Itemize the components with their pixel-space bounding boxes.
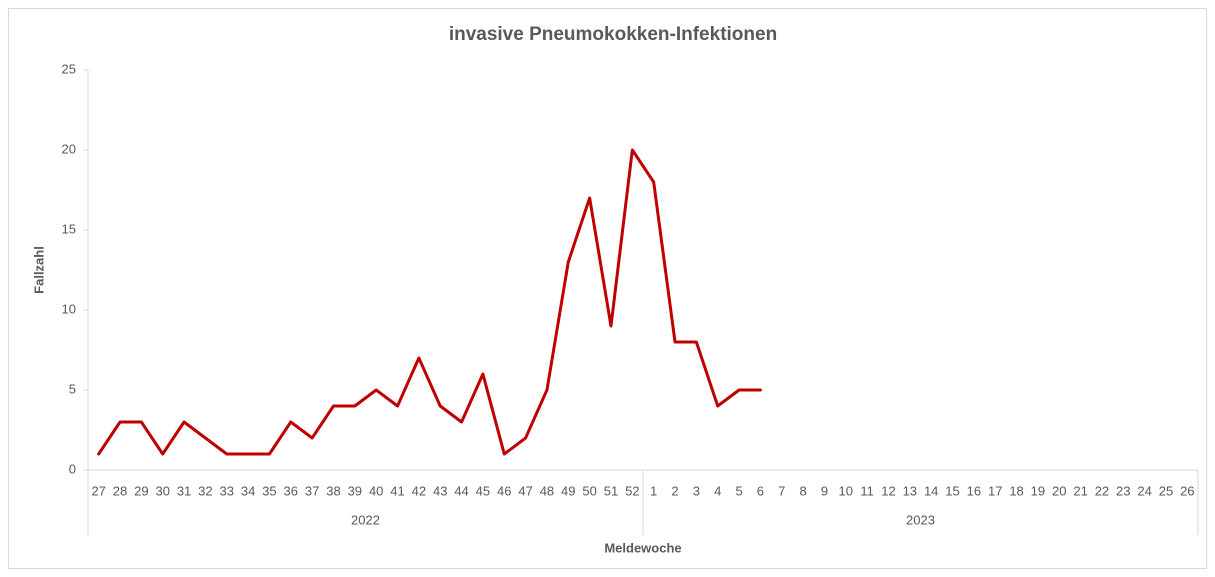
x-tick-label: 31 (177, 483, 191, 498)
x-tick-label: 48 (540, 483, 554, 498)
x-tick-label: 8 (799, 483, 806, 498)
y-axis-title: Fallzahl (31, 246, 46, 294)
y-tick-label: 25 (62, 61, 76, 76)
x-tick-label: 52 (625, 483, 639, 498)
x-tick-label: 19 (1031, 483, 1045, 498)
group-label: 2023 (906, 512, 935, 527)
y-tick-label: 0 (69, 461, 76, 476)
x-tick-label: 20 (1052, 483, 1066, 498)
y-tick-label: 10 (62, 301, 76, 316)
x-tick-label: 23 (1116, 483, 1130, 498)
x-tick-label: 4 (714, 483, 721, 498)
x-tick-label: 10 (839, 483, 853, 498)
x-tick-label: 13 (903, 483, 917, 498)
x-tick-label: 42 (412, 483, 426, 498)
x-tick-label: 1 (650, 483, 657, 498)
x-tick-label: 15 (945, 483, 959, 498)
x-tick-label: 16 (967, 483, 981, 498)
x-tick-label: 34 (241, 483, 255, 498)
x-tick-label: 17 (988, 483, 1002, 498)
x-tick-label: 2 (671, 483, 678, 498)
x-tick-label: 41 (390, 483, 404, 498)
x-tick-label: 14 (924, 483, 938, 498)
x-tick-label: 40 (369, 483, 383, 498)
x-tick-label: 9 (821, 483, 828, 498)
x-tick-label: 29 (134, 483, 148, 498)
group-label: 2022 (351, 512, 380, 527)
x-tick-label: 45 (476, 483, 490, 498)
x-tick-label: 47 (518, 483, 532, 498)
x-tick-label: 25 (1159, 483, 1173, 498)
x-tick-label: 44 (454, 483, 468, 498)
x-tick-label: 12 (881, 483, 895, 498)
data-line (97, 148, 762, 456)
x-tick-label: 50 (582, 483, 596, 498)
x-tick-label: 26 (1180, 483, 1194, 498)
x-tick-label: 38 (326, 483, 340, 498)
x-tick-label: 24 (1137, 483, 1151, 498)
x-tick-label: 33 (220, 483, 234, 498)
x-tick-label: 36 (284, 483, 298, 498)
x-tick-label: 6 (757, 483, 764, 498)
x-tick-label: 49 (561, 483, 575, 498)
x-tick-label: 46 (497, 483, 511, 498)
y-tick-label: 20 (62, 141, 76, 156)
x-tick-label: 51 (604, 483, 618, 498)
x-tick-label: 43 (433, 483, 447, 498)
x-tick-label: 11 (860, 483, 874, 498)
x-axis-title: Meldewoche (604, 540, 681, 555)
x-tick-label: 35 (262, 483, 276, 498)
x-tick-label: 28 (113, 483, 127, 498)
x-tick-label: 39 (348, 483, 362, 498)
x-tick-label: 37 (305, 483, 319, 498)
x-tick-label: 18 (1009, 483, 1023, 498)
x-tick-label: 7 (778, 483, 785, 498)
x-tick-label: 32 (198, 483, 212, 498)
x-tick-label: 30 (155, 483, 169, 498)
x-tick-label: 22 (1095, 483, 1109, 498)
chart-title: invasive Pneumokokken-Infektionen (449, 24, 777, 45)
x-tick-label: 27 (91, 483, 105, 498)
y-tick-label: 15 (62, 221, 76, 236)
chart-border (8, 8, 1207, 569)
x-tick-label: 3 (693, 483, 700, 498)
x-tick-label: 5 (735, 483, 742, 498)
x-tick-label: 21 (1073, 483, 1087, 498)
y-tick-label: 5 (69, 381, 76, 396)
